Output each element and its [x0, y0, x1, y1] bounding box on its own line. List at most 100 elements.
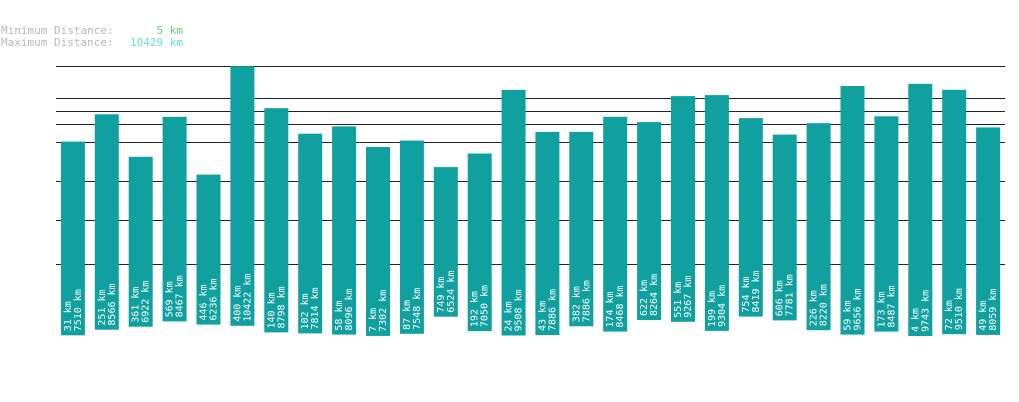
bar-min-label: 251 km — [97, 289, 108, 325]
bar-group: 226 km 8220 km — [806, 123, 831, 331]
bar-max-label: 8220 km — [819, 284, 830, 326]
bar-min-label: 749 km — [436, 277, 447, 313]
bar-max-label: 8059 km — [988, 289, 999, 331]
bar-max-label: 8566 km — [107, 283, 118, 325]
bar-max-label: 7548 km — [412, 288, 423, 330]
bar — [806, 123, 831, 331]
bar-min-label: 382 km — [571, 286, 582, 322]
bar-max-label: 7302 km — [378, 290, 389, 332]
bar-max-label: 9508 km — [514, 289, 525, 331]
bar-min-label: 31 km — [63, 301, 74, 331]
bar-max-label: 8264 km — [649, 274, 660, 316]
bar-group: 400 km 10422 km — [230, 66, 255, 326]
bar-min-label: 754 km — [741, 276, 752, 312]
bar — [637, 122, 662, 320]
bar — [671, 96, 695, 322]
bar-min-label: 24 km — [504, 301, 515, 331]
bar — [230, 66, 255, 326]
bar-max-label: 7510 km — [73, 289, 84, 331]
bar — [772, 134, 797, 321]
bar-group: 569 km 8467 km — [162, 116, 187, 322]
legend-max-value: 10429 km — [130, 36, 183, 49]
bar — [976, 127, 1001, 335]
bar-max-label: 7814 km — [310, 287, 321, 329]
bar-min-label: 226 km — [809, 290, 820, 326]
bar-min-label: 87 km — [402, 300, 413, 330]
bar-group: 173 km 8487 km — [874, 116, 899, 332]
bar — [874, 116, 899, 332]
bar-max-label: 8468 km — [615, 285, 626, 327]
bar — [603, 116, 628, 332]
bar-max-label: 6524 km — [446, 271, 457, 313]
bar-min-label: 173 km — [876, 291, 887, 327]
bar — [569, 131, 594, 327]
bar-group: 361 km 6922 km — [128, 156, 153, 327]
bar-min-label: 606 km — [775, 280, 786, 316]
bar-max-label: 8798 km — [276, 286, 287, 328]
legend-min-value: 5 km — [156, 24, 184, 37]
bar-max-label: 7050 km — [480, 285, 491, 327]
bar-min-label: 192 km — [470, 291, 481, 327]
bar-max-label: 8487 km — [886, 285, 897, 327]
bar-max-label: 9510 km — [954, 288, 965, 330]
bar — [162, 116, 187, 322]
bar-group: 140 km 8798 km — [264, 108, 289, 333]
bar-min-label: 569 km — [165, 281, 176, 317]
bar-group: 31 km 7510 km — [60, 141, 85, 336]
bar — [467, 153, 492, 332]
bar — [94, 114, 119, 330]
bar-group: 749 km 6524 km — [433, 167, 458, 317]
bar-min-label: 7 km — [368, 308, 379, 332]
bar-group: 174 km 8468 km — [603, 116, 628, 332]
bar-min-label: 140 km — [266, 292, 277, 328]
bar — [501, 89, 526, 336]
bar-group: 251 km 8566 km — [94, 114, 119, 330]
bar-min-label: 43 km — [537, 301, 548, 331]
bar-group: 606 km 7781 km — [772, 134, 797, 321]
bar-min-label: 446 km — [199, 284, 210, 320]
bar-max-label: 9267 km — [683, 276, 694, 318]
bar-max-label: 9656 km — [853, 288, 864, 330]
bar — [366, 147, 390, 336]
bar-group: 754 km 8419 km — [738, 118, 763, 317]
bar — [298, 133, 323, 334]
bar-min-label: 58 km — [334, 300, 345, 330]
bar-group: 622 km 8264 km — [637, 122, 662, 320]
bar-max-label: 8467 km — [175, 275, 186, 317]
bar-max-label: 10422 km — [242, 274, 253, 322]
bar-max-label: 8096 km — [344, 288, 355, 330]
bar-group: 24 km 9508 km — [501, 89, 526, 336]
bar-max-label: 8419 km — [751, 270, 762, 312]
bar-min-label: 622 km — [639, 280, 650, 316]
bar-group: 58 km 8096 km — [332, 126, 357, 335]
bar-min-label: 199 km — [707, 291, 718, 327]
bar-min-label: 72 km — [944, 300, 955, 330]
bar — [704, 95, 729, 331]
bar-max-label: 6236 km — [209, 278, 220, 320]
bar-max-label: 7886 km — [547, 289, 558, 331]
bar-min-label: 400 km — [232, 286, 243, 322]
bar-group: 102 km 7814 km — [298, 133, 323, 334]
legend: Minimum Distance: 5 km Maximum Distance: 1… — [1, 25, 183, 49]
bar — [535, 131, 560, 335]
bar-group: 43 km 7886 km — [535, 131, 560, 335]
bar-min-label: 361 km — [131, 287, 142, 323]
bar-max-label: 7886 km — [581, 280, 592, 322]
bar-min-label: 551 km — [673, 282, 684, 318]
bar-min-label: 174 km — [605, 291, 616, 327]
bar-min-label: 59 km — [843, 300, 854, 330]
bar-group: 59 km 9656 km — [840, 86, 865, 335]
bar-group: 7 km 7302 km — [366, 147, 390, 336]
bar-group: 382 km 7886 km — [569, 131, 594, 327]
bar-group: 446 km 6236 km — [196, 174, 221, 325]
bar-group: 4 km 9743 km — [908, 83, 933, 336]
bars: 31 km 7510 km 251 km 8566 km 361 km 6922 km 56… — [60, 66, 1001, 336]
legend-max-label: Maximum Distance: — [1, 36, 114, 49]
bar-max-label: 9304 km — [717, 285, 728, 327]
bar-group: 551 km 9267 km — [671, 96, 695, 322]
bar-group: 72 km 9510 km — [942, 89, 967, 335]
bar — [60, 141, 85, 336]
bar-min-label: 4 km — [910, 308, 921, 332]
bar — [399, 140, 424, 334]
